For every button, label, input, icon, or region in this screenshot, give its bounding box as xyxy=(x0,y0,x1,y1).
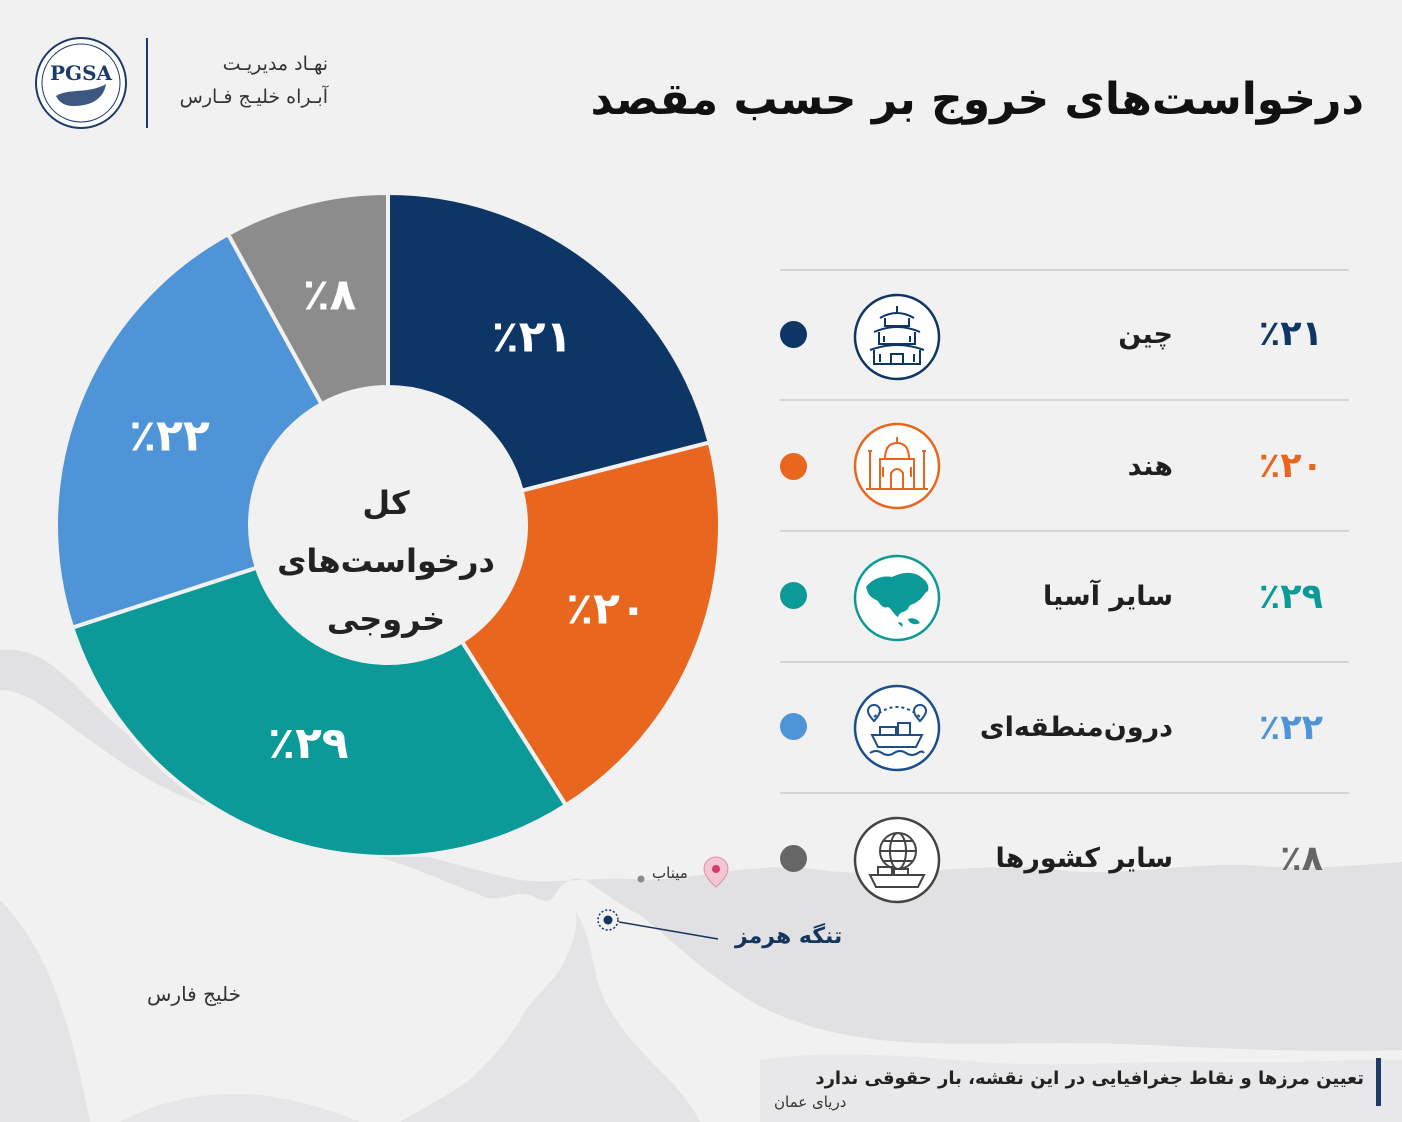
disclaimer-accent-bar xyxy=(1376,1058,1381,1106)
legend-label-china: چین xyxy=(1118,319,1173,350)
map-label-persian-gulf: خلیج فارس xyxy=(147,982,242,1006)
minab-pin-icon xyxy=(703,856,729,888)
land-east xyxy=(760,1054,1402,1122)
donut-slice-label-1: ٪۲۱ xyxy=(492,311,573,362)
donut-slice-2 xyxy=(459,440,720,809)
legend-divider xyxy=(780,661,1349,663)
legend-label-other-countries: سایر کشورها xyxy=(995,843,1173,874)
donut-slice-label-5: ٪۸ xyxy=(303,269,357,320)
legend-value-other-countries: ٪۸ xyxy=(1280,839,1323,879)
legend-divider xyxy=(780,399,1349,401)
legend-label-india: هند xyxy=(1127,451,1173,482)
legend-dot xyxy=(780,845,807,872)
land-coast xyxy=(120,1093,360,1122)
land-iran xyxy=(0,649,1402,1051)
donut-slice-5 xyxy=(225,193,390,407)
legend-row-india: هند ٪۲۰ xyxy=(780,401,1349,531)
map-disclaimer: تعیین مرزها و نقاط جغرافیایی در این نقشه… xyxy=(815,1068,1364,1089)
donut-slice-4 xyxy=(56,231,325,631)
legend-value-china: ٪۲۱ xyxy=(1258,314,1323,354)
header-divider xyxy=(146,38,148,128)
org-name-line2: آبـراه خلیـج فـارس xyxy=(179,86,328,108)
legend-dot xyxy=(780,453,807,480)
taj-mahal-icon xyxy=(853,422,941,510)
page-title: درخواست‌های خروج بر حسب مقصد xyxy=(590,74,1364,125)
svg-text:PGSA: PGSA xyxy=(50,61,113,85)
land-arabia xyxy=(0,900,90,1122)
land-peninsula xyxy=(400,910,700,1122)
hormuz-marker-ring xyxy=(597,909,619,931)
donut-chart: ٪۲۱ ٪۲۰ ٪۲۹ ٪۲۲ ٪۸ xyxy=(56,193,720,857)
globe-ship-icon xyxy=(853,816,941,904)
donut-slice-label-4: ٪۲۲ xyxy=(129,410,210,461)
legend-label-intra-regional: درون‌منطقه‌ای xyxy=(979,712,1173,743)
map-label-hormuz: تنگه هرمز xyxy=(735,924,843,949)
donut-slice-1 xyxy=(386,193,713,494)
donut-center-label: کل درخواست‌های خروجی xyxy=(277,484,495,638)
donut-slice-3 xyxy=(69,565,569,857)
map-label-oman-sea: دریای عمان xyxy=(774,1093,847,1111)
pgsa-logo: PGSA xyxy=(35,37,127,129)
legend-dot xyxy=(780,713,807,740)
org-name-line1: نهـاد مدیریـت xyxy=(222,53,328,75)
legend-dot xyxy=(780,321,807,348)
donut-slice-label-3: ٪۲۹ xyxy=(268,718,349,769)
legend-row-intra-regional: درون‌منطقه‌ای ٪۲۲ xyxy=(780,663,1349,793)
legend-divider xyxy=(780,792,1349,794)
hormuz-marker xyxy=(603,915,613,925)
legend-dot xyxy=(780,582,807,609)
legend-row-china: چین ٪۲۱ xyxy=(780,271,1349,401)
legend-divider xyxy=(780,530,1349,532)
legend-value-intra-regional: ٪۲۲ xyxy=(1258,708,1323,748)
legend-row-other-countries: سایر کشورها ٪۸ xyxy=(780,794,1349,924)
minab-marker xyxy=(637,875,645,883)
legend-label-other-asia: سایر آسیا xyxy=(1043,581,1173,612)
legend-row-other-asia: سایر آسیا ٪۲۹ xyxy=(780,532,1349,662)
legend-value-other-asia: ٪۲۹ xyxy=(1258,577,1323,617)
cargo-ship-route-icon xyxy=(853,684,941,772)
legend-divider xyxy=(780,269,1349,271)
hormuz-leader-line xyxy=(618,921,719,940)
legend-value-india: ٪۲۰ xyxy=(1258,446,1323,486)
pagoda-icon xyxy=(853,293,941,381)
map-label-minab: میناب xyxy=(652,864,688,882)
donut-slice-label-2: ٪۲۰ xyxy=(566,584,647,635)
asia-map-icon xyxy=(853,554,941,642)
